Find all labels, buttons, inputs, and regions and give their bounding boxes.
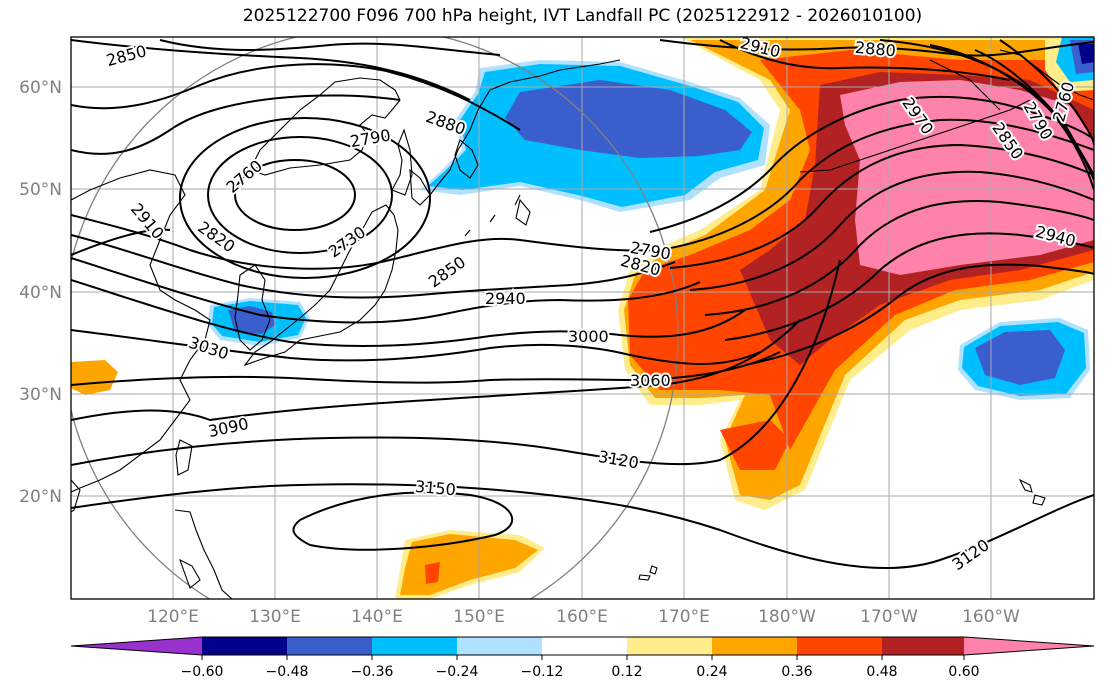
- colorbar-tick-label: 0.48: [866, 664, 897, 680]
- lat-label: 50°N: [19, 180, 62, 200]
- lon-label: 150°E: [453, 607, 505, 627]
- contour-label: 3060: [630, 371, 671, 390]
- colorbar-tick-label: −0.24: [436, 664, 479, 680]
- colorbar-segment: [882, 637, 964, 655]
- lon-label: 160°W: [962, 607, 1020, 627]
- lat-label: 40°N: [19, 283, 62, 303]
- colorbar-tick-label: −0.12: [521, 664, 564, 680]
- lon-label: 140°E: [351, 607, 403, 627]
- colorbar-segment: [372, 637, 457, 655]
- colorbar-segment: [712, 637, 797, 655]
- map-frame: [70, 36, 1095, 600]
- contour-label: 3000: [568, 327, 609, 346]
- latitude-labels: 60°N 50°N 40°N 30°N 20°N: [19, 78, 62, 507]
- contour-label: 2880: [854, 38, 896, 60]
- colorbar-tick-label: 0.24: [696, 664, 727, 680]
- colorbar-segment: [202, 637, 287, 655]
- lon-label: 130°E: [249, 607, 301, 627]
- lon-label: 160°E: [556, 607, 608, 627]
- lon-label: 180°W: [758, 607, 816, 627]
- lat-label: 60°N: [19, 78, 62, 98]
- colorbar-tick-label: 0.36: [781, 664, 812, 680]
- colorbar-segment: [542, 637, 627, 655]
- colorbar-tick-label: −0.36: [351, 664, 394, 680]
- colorbar-segment: [71, 637, 202, 655]
- colorbar-tick-label: 0.12: [611, 664, 642, 680]
- colorbar-segment: [964, 637, 1094, 655]
- colorbar-segment: [627, 637, 712, 655]
- contour-label: 3150: [414, 477, 456, 499]
- lat-label: 30°N: [19, 385, 62, 405]
- colorbar-segment: [287, 637, 372, 655]
- lat-label: 20°N: [19, 487, 62, 507]
- ivt-positive-region: [71, 37, 1094, 599]
- map-area: 2850 2910 2880 2790 2880 2760 2910 2820 …: [71, 37, 1094, 599]
- colorbar-segment: [797, 637, 882, 655]
- colorbar-segment: [457, 637, 542, 655]
- coastlines: [71, 49, 1094, 599]
- colorbar-tick-label: −0.60: [181, 664, 224, 680]
- map-title: 2025122700 F096 700 hPa height, IVT Land…: [242, 6, 923, 26]
- lon-label: 170°W: [860, 607, 918, 627]
- colorbar-tick-label: 0.60: [948, 664, 979, 680]
- contour-label: 2940: [485, 289, 526, 308]
- height-contours: [71, 39, 1094, 569]
- colorbar-tick-label: −0.48: [266, 664, 309, 680]
- lon-label: 170°E: [658, 607, 710, 627]
- graticule: [71, 37, 1094, 599]
- lon-label: 120°E: [147, 607, 199, 627]
- colorbar: −0.60 −0.48 −0.36 −0.24 −0.12 0.12 0.24 …: [70, 636, 1095, 680]
- longitude-labels: 120°E 130°E 140°E 150°E 160°E 170°E 180°…: [147, 607, 1020, 627]
